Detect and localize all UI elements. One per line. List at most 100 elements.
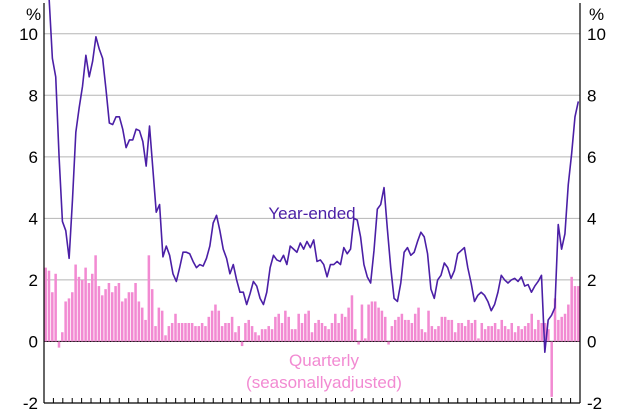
quarterly-bar (287, 316, 290, 342)
quarterly-bar (297, 313, 300, 342)
quarterly-bar (490, 326, 494, 342)
quarterly-bar (217, 310, 221, 342)
quarterly-bar (443, 316, 447, 342)
quarterly-bar (433, 329, 437, 342)
quarterly-bar (360, 304, 364, 342)
quarterly-bar (357, 341, 360, 345)
quarterly-bar (237, 326, 241, 342)
quarterly-bar (160, 310, 164, 342)
quarterly-bar (370, 301, 374, 342)
quarterly-bar (47, 270, 51, 342)
quarterly-bar (567, 304, 570, 342)
quarterly-bar (224, 323, 227, 342)
quarterly-bar (267, 326, 270, 342)
quarterly-bar (570, 276, 573, 342)
y-tick-label-right: 0 (587, 332, 596, 351)
quarterly-bar (277, 313, 280, 342)
quarterly-bar (457, 323, 460, 342)
quarterly-bar (390, 326, 394, 342)
quarterly-bar (164, 335, 167, 342)
y-tick-label-right: 4 (587, 209, 596, 228)
quarterly-bar (547, 329, 550, 342)
quarterly-bar (220, 326, 224, 342)
quarterly-bar (337, 323, 340, 342)
y-tick-label-left: 6 (29, 148, 38, 167)
unit-label-left: % (26, 5, 41, 24)
quarterly-bar (377, 307, 380, 342)
quarterly-sublabel: (seasonallyadjusted) (246, 373, 402, 392)
quarterly-bar (477, 338, 480, 342)
quarterly-bar (71, 292, 74, 342)
quarterly-bar (417, 307, 420, 342)
quarterly-bar (170, 323, 174, 342)
quarterly-bar (54, 273, 57, 342)
quarterly-bar (140, 307, 144, 342)
quarterly-bar (407, 319, 410, 342)
quarterly-bar (317, 319, 320, 342)
quarterly-bar (234, 332, 237, 342)
quarterly-bar (200, 323, 204, 342)
year-ended-line-group (48, 0, 580, 354)
quarterly-bar (410, 323, 414, 342)
quarterly-bar (107, 283, 111, 342)
quarterly-bar (517, 326, 520, 342)
quarterly-bar (150, 289, 154, 342)
quarterly-bar (134, 283, 137, 342)
quarterly-bar (403, 319, 407, 342)
quarterly-bar (300, 323, 304, 342)
quarterly-bar (190, 323, 194, 342)
quarterly-bar (137, 301, 141, 342)
quarterly-label: Quarterly (289, 351, 359, 370)
quarterly-bar (503, 326, 507, 342)
quarterly-bar (557, 319, 560, 342)
quarterly-bar (197, 326, 201, 342)
quarterly-bar (204, 326, 207, 342)
quarterly-bar (560, 316, 563, 342)
quarterly-bar (247, 319, 251, 342)
quarterly-bar (104, 289, 107, 342)
quarterly-bar (320, 323, 324, 342)
quarterly-bar (563, 313, 567, 342)
quarterly-bar (573, 286, 577, 342)
quarterly-bar (154, 326, 157, 342)
quarterly-bar (230, 316, 234, 342)
quarterly-bar (244, 323, 247, 342)
quarterly-bar (77, 276, 81, 342)
year-ended-line (48, 0, 580, 354)
quarterly-bar (487, 326, 490, 342)
axes (43, 3, 581, 404)
y-tick-label-right: 10 (587, 25, 606, 44)
y-tick-label-left: 8 (29, 86, 38, 105)
quarterly-bar (270, 329, 274, 342)
quarterly-bar (460, 323, 464, 342)
quarterly-bar (354, 329, 357, 342)
quarterly-bar (397, 316, 400, 342)
quarterly-bar (114, 286, 117, 342)
quarterly-bar (523, 326, 527, 342)
quarterly-bar (577, 286, 580, 342)
quarterly-bar (130, 292, 134, 342)
quarterly-bar (450, 319, 454, 342)
quarterly-bars (44, 255, 580, 397)
y-tick-label-left: 2 (29, 271, 38, 290)
y-tick-label-left: 10 (19, 25, 38, 44)
quarterly-bar (327, 329, 330, 342)
quarterly-bar (423, 332, 427, 342)
quarterly-bar (500, 319, 504, 342)
y-tick-label-right: -2 (587, 394, 602, 411)
quarterly-bar (74, 264, 77, 342)
quarterly-bar (364, 338, 367, 342)
quarterly-bar (207, 316, 211, 342)
quarterly-bar (507, 329, 510, 342)
quarterly-bar (194, 326, 197, 342)
quarterly-bar (437, 326, 440, 342)
quarterly-bar (124, 298, 127, 342)
y-tick-label-left: 4 (29, 209, 38, 228)
quarterly-bar (144, 319, 147, 342)
quarterly-bar (533, 329, 537, 342)
quarterly-bar (117, 283, 121, 342)
quarterly-bar (543, 323, 547, 342)
quarterly-bar (157, 307, 161, 342)
quarterly-bar (387, 341, 390, 345)
